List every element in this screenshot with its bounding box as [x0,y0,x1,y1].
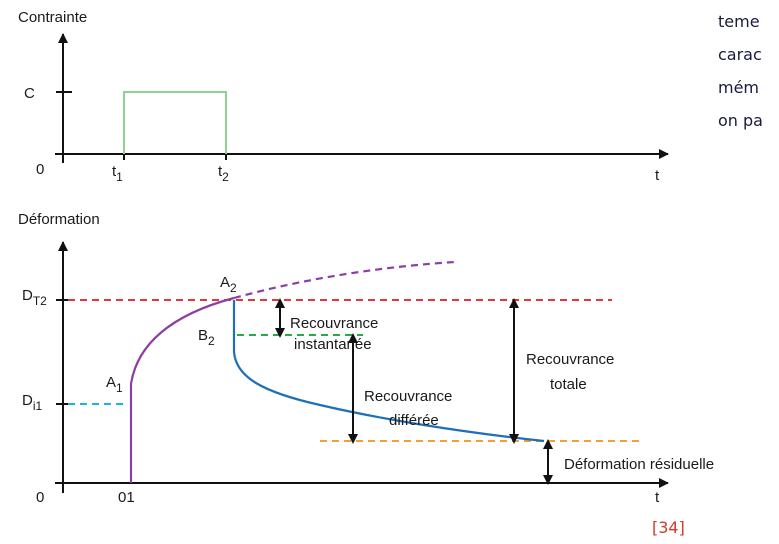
stress-pulse [123,91,227,154]
di1-label: Di1 [22,392,43,413]
c-label: C [24,85,35,102]
side-text-line-3: mém [718,78,759,97]
x-origin-label: 01 [118,489,135,506]
delayed-recovery-label-1: Recouvrance [364,388,452,405]
creep-extrapolation [233,260,456,300]
recovery-curve [232,351,545,443]
stress-origin: 0 [36,161,44,178]
side-text-line-1: teme [718,12,760,31]
strain-axis-title: Déformation [18,211,100,228]
stress-t-label: t [655,167,660,184]
stress-plot: Contrainte C 0 t1 t2 t [18,9,669,184]
dt2-label: DT2 [22,287,47,308]
total-recovery-label-1: Recouvrance [526,351,614,368]
total-recovery-label-2: totale [550,376,587,393]
b2-label: B2 [198,327,215,348]
delayed-recovery-label-2: différée [389,412,439,429]
creep-curve [129,296,235,385]
strain-t-label: t [655,489,660,506]
a2-label: A2 [220,274,237,295]
t2-label: t2 [218,163,229,184]
instant-recovery-label-2: instantanée [294,336,372,353]
strain-plot: Déformation DT2 Di1 0 01 t A1 A2 B2 Reco… [18,211,714,506]
reference-label: [34] [652,518,685,537]
strain-origin: 0 [36,489,44,506]
stress-axis-title: Contrainte [18,9,87,26]
t1-label: t1 [112,163,123,184]
side-text: teme carac mém on pa [718,12,763,130]
instant-recovery-label-1: Recouvrance [290,315,378,332]
side-text-line-4: on pa [718,111,763,130]
a1-label: A1 [106,374,123,395]
residual-strain-label: Déformation résiduelle [564,456,714,473]
side-text-line-2: carac [718,45,762,64]
